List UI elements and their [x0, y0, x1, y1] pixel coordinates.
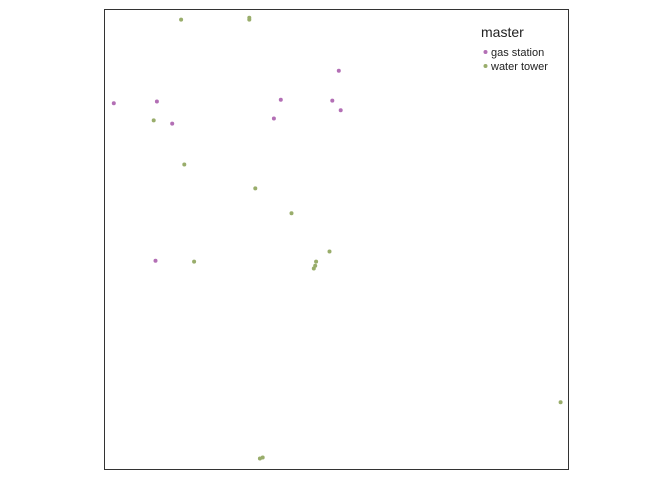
water-tower-point-12: [313, 263, 318, 268]
plot-panel: [104, 9, 569, 470]
gas-station-point-8: [336, 68, 341, 73]
water-tower-point-7: [253, 186, 258, 191]
gas-station-point-2: [153, 258, 158, 263]
legend-label: gas station: [491, 47, 544, 59]
legend-item-gas-station: gas station: [483, 47, 544, 59]
gas-station-point-7: [330, 98, 335, 103]
water-tower-point-1: [151, 118, 156, 123]
gas-station-point-1: [111, 101, 116, 106]
water-tower-point-3: [182, 162, 187, 167]
gas-station-point-3: [154, 99, 159, 104]
water-tower-point-15: [558, 400, 563, 405]
water-tower-point-10: [289, 211, 294, 216]
legend-key: [483, 50, 488, 54]
water-tower-point-4: [192, 259, 197, 264]
legend-title: master: [481, 24, 524, 40]
legend-item-water-tower: water tower: [483, 61, 548, 73]
water-tower-point-6: [247, 15, 252, 20]
gas-station-point-5: [271, 116, 276, 121]
points-layer: [111, 15, 563, 461]
gas-station-point-9: [338, 108, 343, 113]
water-tower-point-2: [179, 17, 184, 22]
gas-station-point-4: [170, 121, 175, 126]
water-tower-point-14: [327, 249, 332, 254]
legend: master gas station water tower: [481, 24, 548, 73]
water-tower-point-9: [260, 455, 265, 460]
water-tower-point-13: [314, 259, 319, 264]
legend-key: [483, 64, 488, 68]
legend-label: water tower: [490, 61, 548, 73]
gas-station-point-6: [278, 97, 283, 102]
